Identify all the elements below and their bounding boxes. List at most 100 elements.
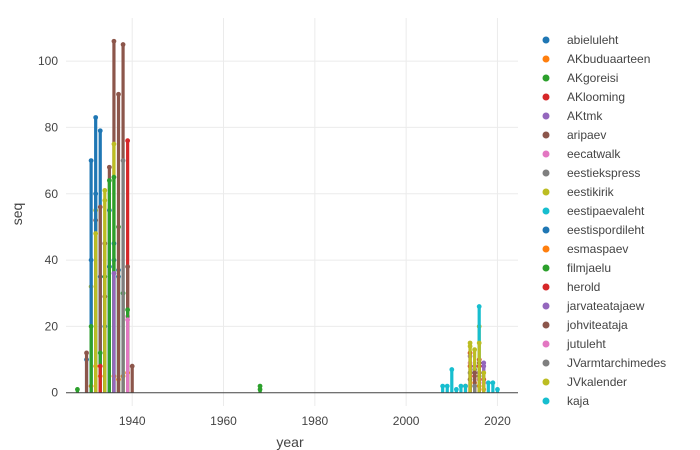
- legend-label: JVarmtarchimedes: [567, 356, 666, 370]
- data-point: [468, 346, 472, 393]
- data-point-marker: [106, 178, 112, 183]
- legend-item[interactable]: johviteataja: [542, 318, 629, 332]
- legend-marker: [542, 302, 550, 310]
- data-point-marker: [125, 138, 131, 144]
- data-point-marker: [97, 204, 103, 210]
- data-point-marker: [102, 188, 108, 193]
- data-point-marker: [481, 370, 487, 376]
- legend-item[interactable]: kaja: [542, 394, 590, 408]
- legend-label: AKtmk: [567, 109, 603, 123]
- data-point-marker: [458, 383, 464, 389]
- legend-item[interactable]: eestiekspress: [542, 166, 641, 180]
- legend-marker: [542, 207, 550, 215]
- legend-marker: [542, 150, 550, 158]
- data-point-marker: [440, 383, 446, 389]
- data-point: [450, 369, 454, 393]
- legend-item[interactable]: eestispordileht: [542, 223, 646, 237]
- legend-item[interactable]: AKlooming: [542, 90, 626, 104]
- data-point-marker: [88, 324, 94, 329]
- legend-item[interactable]: AKbuduaarteen: [542, 52, 651, 66]
- data-point-marker: [129, 363, 135, 369]
- legend: abieluleht AKbuduaarteen AKgoreisi AKloomin…: [542, 33, 667, 408]
- legend-item[interactable]: jutuleht: [542, 337, 607, 351]
- data-point-marker: [97, 128, 103, 134]
- legend-marker: [542, 36, 550, 44]
- y-tick-label: 0: [51, 386, 58, 400]
- legend-item[interactable]: esmaspaev: [542, 242, 629, 256]
- data-point: [98, 207, 102, 393]
- data-point-marker: [93, 191, 99, 197]
- data-point-marker: [495, 387, 500, 392]
- data-point-marker: [257, 383, 263, 389]
- legend-item[interactable]: herold: [542, 280, 601, 294]
- legend-label: jutuleht: [566, 337, 606, 351]
- legend-marker: [542, 55, 550, 63]
- data-point: [486, 382, 490, 393]
- data-point-marker: [449, 367, 455, 372]
- x-tick-label: 1980: [301, 414, 328, 428]
- data-point-marker: [125, 307, 131, 313]
- legend-item[interactable]: aripaev: [542, 128, 607, 142]
- data-point: [116, 94, 121, 393]
- data-point: [107, 180, 111, 393]
- legend-item[interactable]: abieluleht: [542, 33, 620, 47]
- data-point-marker: [453, 387, 459, 392]
- data-point-marker: [111, 174, 117, 180]
- y-tick-label: 40: [45, 253, 59, 267]
- y-tick-label: 20: [45, 319, 59, 333]
- data-point-marker: [88, 158, 94, 163]
- data-point-marker: [97, 350, 103, 356]
- data-point-marker: [111, 270, 117, 276]
- data-point-marker: [467, 340, 473, 346]
- data-point-marker: [97, 363, 103, 369]
- x-tick-label: 1940: [119, 414, 146, 428]
- legend-item[interactable]: eestikirik: [542, 185, 615, 199]
- legend-item[interactable]: eestipaevaleht: [542, 204, 646, 218]
- data-point-marker: [88, 257, 94, 263]
- data-point-marker: [463, 383, 468, 389]
- data-point: [130, 366, 134, 393]
- legend-marker: [542, 264, 550, 272]
- data-point: [473, 386, 477, 393]
- x-tick-label: 2020: [484, 414, 511, 428]
- data-point-marker: [476, 340, 482, 346]
- legend-marker: [542, 226, 550, 234]
- data-point-marker: [93, 231, 99, 236]
- legend-item[interactable]: eecatwalk: [542, 147, 622, 161]
- data-point: [89, 326, 93, 393]
- data-point: [445, 386, 449, 393]
- data-point: [482, 372, 486, 393]
- data-point-marker: [467, 343, 473, 349]
- legend-label: filmjaelu: [567, 261, 611, 275]
- data-point: [463, 386, 468, 393]
- data-point-marker: [93, 115, 99, 120]
- data-points: [75, 38, 500, 393]
- x-tick-label: 1960: [210, 414, 237, 428]
- legend-item[interactable]: AKgoreisi: [542, 71, 619, 85]
- legend-label: eestiekspress: [567, 166, 640, 180]
- data-point-marker: [102, 197, 108, 203]
- legend-item[interactable]: AKtmk: [542, 109, 604, 123]
- x-axis-title: year: [276, 434, 304, 450]
- legend-marker: [542, 359, 550, 367]
- data-point: [459, 386, 463, 393]
- legend-item[interactable]: jarvateatajaew: [542, 299, 645, 313]
- legend-marker: [542, 93, 550, 101]
- legend-item[interactable]: filmjaelu: [542, 261, 612, 275]
- legend-label: herold: [567, 280, 600, 294]
- legend-marker: [542, 169, 550, 177]
- data-point-marker: [111, 141, 117, 147]
- legend-item[interactable]: JVarmtarchimedes: [542, 356, 667, 370]
- data-point-marker: [75, 387, 80, 392]
- data-point: [121, 160, 125, 393]
- x-tick-label: 2000: [393, 414, 420, 428]
- legend-label: eestispordileht: [567, 223, 645, 237]
- legend-marker: [542, 112, 550, 120]
- data-point: [84, 352, 89, 393]
- legend-label: JVkalender: [567, 375, 627, 389]
- y-axis-title: seq: [9, 203, 25, 226]
- legend-item[interactable]: JVkalender: [542, 375, 628, 389]
- data-point: [441, 386, 445, 393]
- legend-label: AKlooming: [567, 90, 625, 104]
- data-point: [94, 233, 98, 393]
